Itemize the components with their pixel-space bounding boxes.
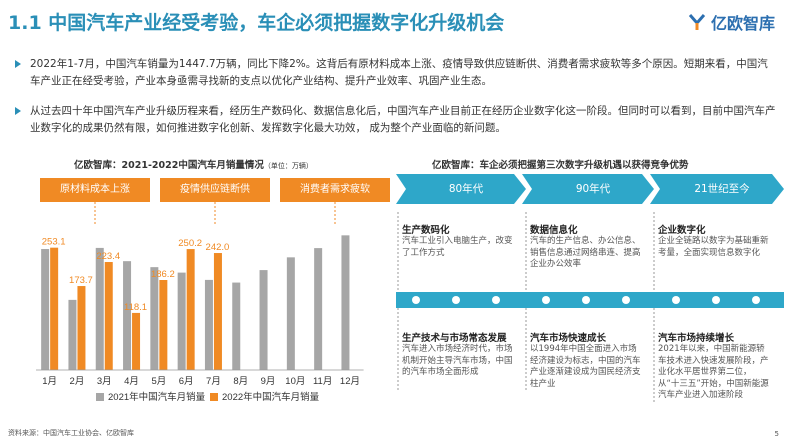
bar-2021-9 [259, 270, 268, 370]
bar-2021-3 [95, 247, 104, 370]
brand-logo: 亿欧智库 [687, 10, 775, 34]
factor-box-3: 消费者需求疲软 [280, 178, 390, 202]
data-label-2022-1: 253.1 [42, 237, 66, 248]
bullet-2: 从过去四十年中国汽车产业升级历程来看，经历生产数码化、数据信息化后，中国汽车产业… [15, 103, 776, 137]
x-tick-label: 11月 [313, 376, 332, 387]
timeline-bottom-item-1: 生产技术与市场常态发展 汽车进入市场经济时代，市场机制开始主导汽车市场，中国的汽… [402, 333, 513, 377]
bar-2022-5 [159, 280, 168, 370]
bar-2021-8 [232, 282, 241, 370]
x-tick-label: 12月 [340, 376, 360, 387]
era-label-1: 80年代 [448, 183, 484, 195]
x-tick-label: 6月 [179, 376, 194, 387]
x-tick-label: 5月 [151, 376, 166, 387]
data-label-2022-3: 223.4 [96, 251, 120, 262]
bar-2022-7 [213, 253, 222, 370]
chart-title: 亿欧智库：2021-2022中国汽车月销量情况（单位：万辆） [74, 160, 313, 171]
source-note: 资料来源：中国汽车工业协会、亿欧智库 [8, 429, 134, 437]
x-tick-label: 10月 [285, 376, 305, 387]
data-label-2022-2: 173.7 [69, 275, 93, 286]
bar-2022-4 [132, 312, 141, 370]
timeline-connectors [396, 212, 784, 402]
bar-2021-1 [41, 249, 50, 370]
timeline-bottom-item-3: 汽车市场持续增长 2021年以来，中国新能源轿车技术进入快速发展阶段，产业化水平… [658, 333, 769, 400]
x-tick-label: 8月 [233, 376, 248, 387]
data-label-2022-4: 118.1 [124, 302, 147, 313]
bullet-1: 2022年1-7月，中国汽车销量为1447.7万辆，同比下降2%。这背后有原材料… [15, 56, 776, 90]
x-tick-label: 9月 [261, 376, 276, 387]
era-arrows [396, 174, 784, 204]
bar-2022-3 [104, 262, 113, 370]
x-tick-label: 2月 [70, 376, 85, 387]
bar-2022-6 [186, 249, 195, 370]
monthly-sales-chart: 253.1 1月 173.7 2月 223.4 3月 118.1 4月 186.2 5月 250.2… [36, 235, 364, 403]
bar-2021-11 [314, 248, 323, 370]
era-label-2: 90年代 [575, 183, 611, 195]
bar-2021-7 [204, 279, 213, 370]
bar-2022-1 [50, 247, 59, 370]
x-tick-label: 4月 [124, 376, 139, 387]
era-arrow-2 [522, 174, 654, 204]
legend-swatch-2022 [210, 393, 218, 401]
x-tick-label: 3月 [97, 376, 112, 387]
timeline-top-item-3: 企业数字化 企业全链路以数字为基础重新考量，全面实现信息数字化 [658, 225, 769, 258]
data-label-2022-6: 250.2 [178, 238, 202, 249]
era-arrow-3 [650, 174, 784, 204]
bar-2021-6 [177, 272, 186, 370]
logo-icon [688, 14, 706, 30]
timeline-title: 亿欧智库：车企必须把握第三次数字升级机遇以获得竞争优势 [432, 160, 689, 171]
x-tick-label: 7月 [206, 376, 221, 387]
era-label-3: 21世纪至今 [694, 183, 750, 195]
logo-text: 亿欧智库 [710, 14, 775, 33]
bar-2021-5 [150, 267, 159, 370]
factor-box-1: 原材料成本上涨 [40, 178, 150, 202]
page-title: 1.1 中国汽车产业经受考验，车企必须把握数字化升级机会 [8, 12, 505, 34]
bar-2021-10 [286, 257, 295, 370]
data-label-2022-7: 242.0 [206, 242, 230, 253]
data-label-2022-5: 186.2 [151, 269, 175, 280]
timeline-top-item-1: 生产数码化 汽车工业引入电脑生产，改变了工作方式 [402, 225, 513, 258]
bar-2021-12 [341, 235, 350, 370]
bar-2021-2 [68, 299, 77, 370]
bar-2022-2 [77, 286, 86, 370]
page-number: 5 [774, 430, 779, 438]
factor-box-2: 疫情供应链断供 [160, 178, 270, 202]
era-arrow-1 [396, 174, 526, 204]
legend-label-2022: 2022年中国汽车月销量 [222, 391, 320, 403]
legend-swatch-2021 [96, 393, 104, 401]
legend-label-2021: 2021年中国汽车月销量 [108, 391, 206, 403]
timeline-bottom-item-2: 汽车市场快速成长 以1994年中国全面进入市场经济建设为标志，中国的汽车产业逐渐… [530, 333, 641, 389]
bar-2021-4 [123, 261, 132, 370]
x-tick-label: 1月 [42, 376, 57, 387]
timeline-top-item-2: 数据信息化 汽车的生产信息、办公信息、销售信息通过网络串连、提高企业办公效率 [530, 225, 641, 269]
